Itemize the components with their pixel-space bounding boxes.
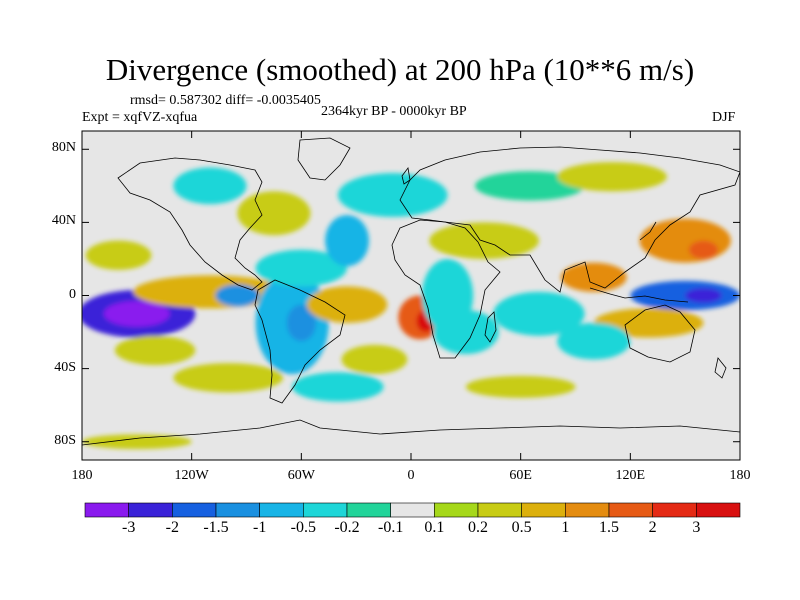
anomaly-patch — [215, 284, 260, 307]
anomaly-patch — [325, 215, 369, 267]
coastline-madagascar — [484, 311, 497, 343]
colorbar-label: -0.1 — [377, 519, 404, 536]
lon-tick-label: 180 — [729, 468, 751, 483]
lon-tick-label: 60E — [509, 468, 532, 483]
lat-tick-label: 80S — [54, 432, 76, 448]
lon-tick-label: 0 — [407, 468, 415, 483]
colorbar-label: 1 — [561, 519, 570, 536]
lon-tick-label: 120W — [174, 468, 209, 483]
anomaly-patch — [557, 322, 631, 360]
coastline-eurasia — [399, 146, 740, 293]
anomaly-patch — [286, 304, 316, 342]
anomaly-patch — [688, 240, 719, 259]
coastline-north-america — [117, 157, 263, 291]
anomaly-patch — [557, 162, 667, 192]
colorbar-label: 0.1 — [424, 519, 445, 536]
period-label: 2364kyr BP - 0000kyr BP — [321, 104, 467, 119]
colorbar-swatch — [477, 502, 522, 518]
coastline-australia — [624, 304, 696, 363]
colorbar-swatch — [172, 502, 217, 518]
anomaly-patch — [85, 240, 152, 270]
divergence-field — [82, 162, 740, 450]
colorbar-label: 0.5 — [511, 519, 532, 536]
anomaly-patch — [82, 434, 192, 450]
colorbar-label: -1.5 — [203, 519, 229, 536]
colorbar-swatch — [608, 502, 653, 518]
anomaly-patch — [560, 262, 627, 292]
colorbar-label: 0.2 — [468, 519, 488, 536]
anomaly-patch — [432, 310, 499, 354]
colorbar-label: 2 — [648, 519, 657, 536]
anomaly-patch — [292, 372, 384, 402]
stats-text: rmsd= 0.587302 diff= -0.0035405 — [130, 93, 321, 108]
lon-tick-label: 120E — [615, 468, 646, 483]
anomaly-patch — [306, 286, 388, 323]
anomaly-patch — [237, 191, 311, 236]
lat-tick-label: 40N — [51, 213, 76, 229]
lon-tick-label: 180 — [71, 468, 93, 483]
anomaly-patch — [493, 291, 585, 336]
lon-tick-label: 60W — [287, 468, 315, 483]
colorbar-label: -0.5 — [290, 519, 316, 536]
anomaly-patch — [465, 375, 576, 398]
anomaly-patch — [114, 335, 196, 365]
colorbar-swatch — [565, 502, 610, 518]
colorbar-swatch — [521, 502, 566, 518]
anomaly-patch — [173, 167, 247, 205]
lat-tick-label: 0 — [69, 286, 76, 302]
coastline-africa — [391, 219, 501, 359]
colorbar-swatch — [390, 502, 435, 518]
colorbar-swatch — [215, 502, 260, 518]
colorbar-swatch — [84, 502, 129, 518]
colorbar-swatch — [652, 502, 697, 518]
anomaly-patch — [337, 173, 448, 217]
colorbar-label: -0.2 — [334, 519, 360, 536]
colorbar-swatch — [696, 502, 741, 518]
season-label: DJF — [712, 110, 736, 125]
colorbar-swatch — [303, 502, 348, 518]
anomaly-patch — [103, 300, 170, 327]
coastline-south-america — [254, 279, 346, 404]
coastlines — [82, 137, 740, 446]
experiment-label: Expt = xqfVZ-xqfua — [82, 110, 198, 125]
anomaly-patch — [685, 288, 722, 303]
colorbar-swatch — [346, 502, 391, 518]
colorbar-swatch — [434, 502, 479, 518]
coastline-new-zealand — [714, 357, 727, 379]
colorbar-label: 1.5 — [599, 519, 619, 536]
axis-ticks — [81, 131, 741, 460]
anomaly-patch — [255, 249, 348, 287]
coastline-indonesia — [589, 287, 689, 303]
colorbar — [84, 502, 741, 518]
lat-tick-label: 80N — [51, 140, 76, 156]
coastline-greenland — [297, 137, 351, 181]
plot-title: Divergence (smoothed) at 200 hPa (10**6 … — [105, 52, 695, 87]
anomaly-patch — [639, 218, 731, 263]
colorbar-label: 3 — [692, 519, 701, 536]
coastline-uk — [401, 167, 411, 185]
lat-tick-label: 40S — [54, 359, 76, 375]
anomaly-patch — [474, 171, 585, 201]
anomaly-patch — [341, 344, 408, 375]
colorbar-swatch — [259, 502, 304, 518]
coastline-japan — [639, 221, 657, 241]
colorbar-label: -1 — [252, 519, 267, 536]
anomaly-patch — [429, 222, 539, 259]
colorbar-swatch — [128, 502, 173, 518]
colorbar-label: -3 — [121, 519, 136, 536]
colorbar-label: -2 — [165, 519, 179, 536]
coastline-antarctica — [82, 419, 740, 446]
anomaly-patch — [173, 363, 284, 393]
